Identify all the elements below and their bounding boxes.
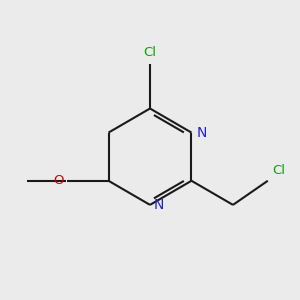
Text: Cl: Cl: [143, 46, 157, 59]
Text: N: N: [196, 126, 206, 140]
Text: methoxy: methoxy: [24, 179, 30, 181]
Text: Cl: Cl: [272, 164, 285, 177]
Text: N: N: [153, 198, 164, 212]
Text: methoxy: methoxy: [23, 179, 30, 181]
Text: O: O: [53, 174, 64, 187]
